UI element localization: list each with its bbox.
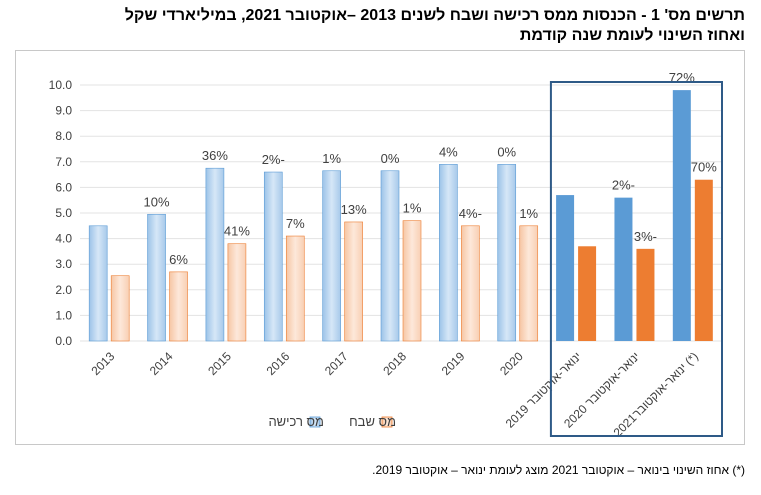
x-tick-label: 2017 (322, 349, 351, 378)
y-tick-label: 10.0 (49, 78, 73, 92)
chart-title-line2: ואחוז השינוי לעומת שנה קודמת (519, 27, 745, 44)
x-tick-label: 2014 (147, 349, 176, 378)
bar-betterment-tax (169, 271, 188, 342)
data-label: 10% (144, 194, 170, 209)
data-label: 7% (286, 216, 305, 231)
data-label: 6% (169, 252, 188, 267)
bar-purchase-tax (439, 164, 458, 342)
chart-title-line1: תרשים מס' 1 - הכנסות ממס רכישה ושבח לשני… (124, 7, 745, 24)
data-label: 1% (519, 206, 538, 221)
data-label: 1% (322, 151, 341, 166)
x-tick-label: 2015 (205, 349, 234, 378)
bar-betterment-tax (344, 221, 363, 342)
bar-betterment-tax (110, 275, 130, 342)
y-tick-label: 3.0 (55, 257, 72, 271)
bar-betterment-tax (227, 243, 247, 342)
bar-purchase-tax (147, 213, 166, 342)
legend-swatch-betterment-tax (381, 416, 393, 428)
bar-purchase-tax (322, 170, 341, 342)
legend-label-betterment-tax: מס שבח (349, 414, 396, 429)
data-label: 13% (341, 202, 367, 217)
y-tick-label: 2.0 (55, 283, 72, 297)
x-tick-label: 2018 (380, 349, 409, 378)
data-label: 4%- (459, 206, 482, 221)
y-tick-label: 9.0 (55, 104, 72, 118)
chart-title: תרשים מס' 1 - הכנסות ממס רכישה ושבח לשני… (0, 6, 745, 46)
data-label: 36% (202, 148, 228, 163)
bar-betterment-tax (636, 248, 655, 341)
bar-purchase-tax (497, 164, 517, 342)
bar-betterment-tax (402, 220, 422, 342)
bar-purchase-tax (672, 90, 691, 342)
x-tick-label: 2020 (497, 349, 526, 378)
data-label: 70% (691, 160, 717, 175)
footnote: (*) אחוז השינוי בינואר – אוקטובר 2021 מו… (372, 463, 745, 477)
data-label: 3%- (634, 229, 657, 244)
data-label: 2%- (262, 152, 285, 167)
bar-purchase-tax (88, 225, 108, 342)
y-tick-label: 6.0 (55, 180, 72, 194)
y-tick-label: 1.0 (55, 308, 72, 322)
y-tick-label: 7.0 (55, 155, 72, 169)
chart-frame (15, 50, 745, 445)
y-tick-label: 0.0 (55, 334, 72, 348)
y-tick-label: 4.0 (55, 232, 72, 246)
bar-purchase-tax (614, 197, 633, 341)
legend-swatch-purchase-tax (309, 416, 321, 428)
data-label: 41% (224, 224, 250, 239)
data-label: 1% (403, 201, 422, 216)
legend-label-purchase-tax: מס רכישה (268, 414, 324, 429)
data-label: 0% (497, 144, 516, 159)
bar-purchase-tax (556, 195, 575, 341)
bar-betterment-tax (461, 225, 480, 342)
bar-betterment-tax (519, 225, 539, 342)
bar-purchase-tax (380, 170, 400, 342)
data-label: 4% (439, 144, 458, 159)
data-label: 2%- (612, 178, 635, 193)
y-tick-label: 8.0 (55, 129, 72, 143)
x-tick-label: 2016 (264, 349, 293, 378)
bar-purchase-tax (263, 171, 283, 342)
x-tick-label: 2013 (89, 349, 118, 378)
bar-betterment-tax (578, 246, 597, 341)
data-label: 0% (381, 151, 400, 166)
highlight-box (549, 81, 724, 437)
bar-betterment-tax (285, 235, 305, 342)
bar-betterment-tax (694, 179, 713, 341)
y-tick-label: 5.0 (55, 206, 72, 220)
x-tick-label: 2019 (439, 349, 468, 378)
bar-purchase-tax (205, 167, 225, 342)
